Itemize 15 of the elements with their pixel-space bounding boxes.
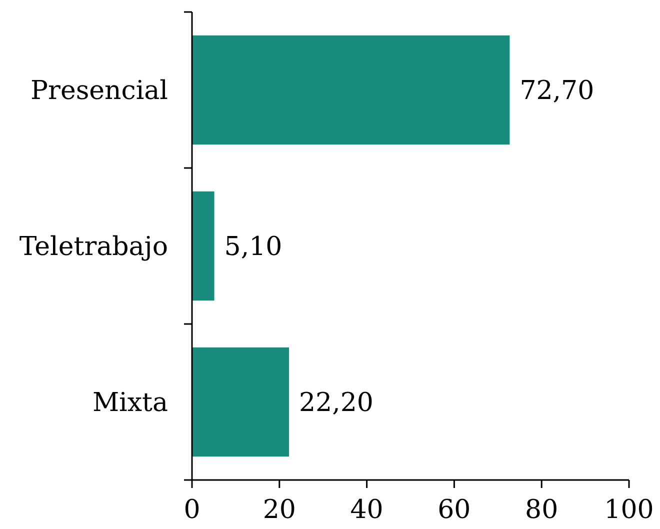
y-tick-label: Teletrabajo [19,232,168,262]
x-tick-label: 100 [604,495,654,525]
x-tick-label: 20 [262,495,296,525]
bar [192,191,214,301]
data-label: 72,70 [520,76,594,106]
x-tick-label: 0 [184,495,200,525]
y-tick-label: Mixta [92,388,168,418]
y-tick-label: Presencial [30,76,168,106]
bar [192,35,510,145]
x-tick-label: 60 [438,495,471,525]
data-label: 5,10 [224,232,282,262]
x-tick-label: 80 [525,495,558,525]
x-tick-label: 40 [350,495,384,525]
bar [192,347,290,457]
data-label: 22,20 [299,388,374,418]
